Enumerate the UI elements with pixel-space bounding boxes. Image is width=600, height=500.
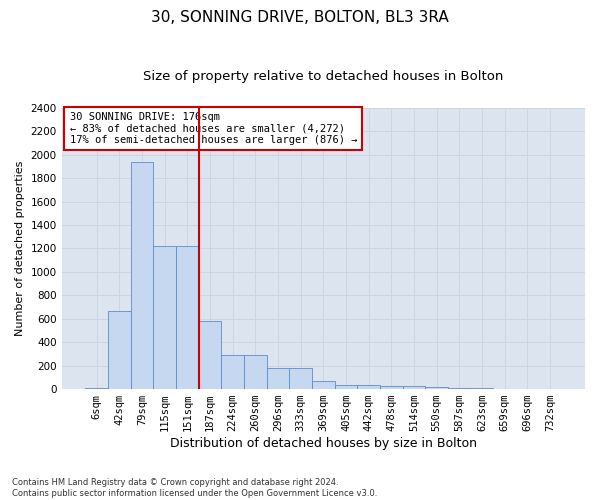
Bar — [358, 385, 380, 389]
Text: Contains HM Land Registry data © Crown copyright and database right 2024.
Contai: Contains HM Land Registry data © Crown c… — [12, 478, 377, 498]
Bar — [403, 386, 425, 389]
Bar — [244, 355, 266, 389]
Text: 30 SONNING DRIVE: 176sqm
← 83% of detached houses are smaller (4,272)
17% of sem: 30 SONNING DRIVE: 176sqm ← 83% of detach… — [70, 112, 357, 145]
Bar — [266, 368, 289, 389]
Bar — [85, 388, 108, 389]
Bar — [108, 310, 131, 389]
Bar — [199, 321, 221, 389]
Bar — [470, 388, 493, 389]
Bar — [425, 387, 448, 389]
Bar — [154, 246, 176, 389]
Text: 30, SONNING DRIVE, BOLTON, BL3 3RA: 30, SONNING DRIVE, BOLTON, BL3 3RA — [151, 10, 449, 25]
Y-axis label: Number of detached properties: Number of detached properties — [15, 160, 25, 336]
Bar — [131, 162, 154, 389]
Bar — [176, 246, 199, 389]
X-axis label: Distribution of detached houses by size in Bolton: Distribution of detached houses by size … — [170, 437, 477, 450]
Bar — [221, 355, 244, 389]
Title: Size of property relative to detached houses in Bolton: Size of property relative to detached ho… — [143, 70, 503, 83]
Bar — [312, 381, 335, 389]
Bar — [289, 368, 312, 389]
Bar — [448, 388, 470, 389]
Bar — [380, 386, 403, 389]
Bar — [335, 385, 358, 389]
